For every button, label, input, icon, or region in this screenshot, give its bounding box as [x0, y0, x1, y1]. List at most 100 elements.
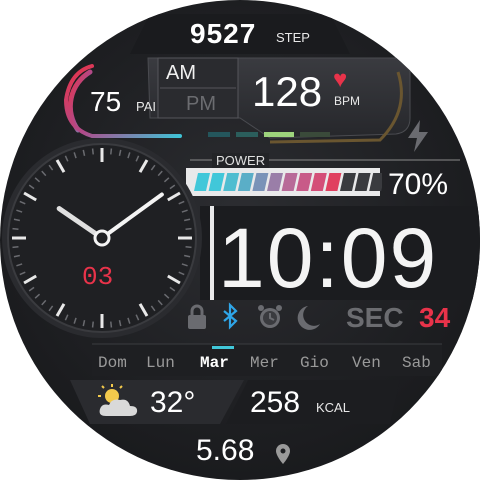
heart-rate-unit: BPM: [334, 94, 361, 108]
power-segment: [325, 173, 342, 191]
minute-tick: [178, 200, 185, 205]
battery-percent: 70%: [388, 168, 449, 201]
power-segment: [237, 173, 254, 191]
hour-tick: [167, 191, 181, 202]
power-segment: [281, 173, 298, 191]
minute-tick: [169, 184, 176, 190]
power-segment: [310, 173, 327, 191]
seconds-value: 34: [419, 302, 451, 333]
pai-unit: PAI: [136, 99, 156, 114]
minute-tick: [73, 152, 77, 159]
seconds-label: SEC: [346, 302, 404, 333]
minute-tick: [163, 177, 170, 183]
day-item: Ven: [352, 354, 381, 372]
day-item: Lun: [146, 354, 175, 372]
minute-tick: [110, 321, 113, 328]
analog-ticks: [12, 148, 192, 328]
power-segment: [208, 173, 225, 191]
minute-tick: [135, 155, 140, 162]
hand-pivot: [93, 229, 111, 247]
power-segment: [340, 173, 356, 191]
heart-icon: ♥: [333, 66, 348, 93]
minute-tick: [91, 148, 94, 155]
minute-tick: [34, 177, 41, 183]
minute-tick: [184, 254, 191, 258]
minute-tick: [41, 170, 47, 177]
minute-tick: [82, 149, 86, 156]
minute-tick: [19, 271, 26, 276]
minute-tick: [181, 263, 188, 267]
day-item: Sab: [402, 354, 431, 372]
minute-tick: [118, 149, 122, 156]
minute-tick: [73, 317, 77, 324]
lock-icon: [188, 304, 206, 329]
minute-tick: [19, 200, 26, 205]
minute-tick: [169, 286, 176, 292]
power-segment: [223, 173, 240, 191]
status-icons: [188, 302, 320, 330]
hour-tick: [138, 303, 149, 317]
minute-tick: [127, 317, 131, 324]
minute-tick: [135, 314, 140, 321]
power-segment: [267, 173, 283, 191]
heart-rate-value: 128: [252, 68, 323, 115]
bluetooth-icon: [223, 302, 238, 330]
location-pin-icon: [276, 444, 290, 464]
minute-tick: [13, 218, 20, 222]
alarm-icon: [258, 305, 282, 328]
day-item: Mer: [250, 354, 279, 372]
day-item: Gio: [300, 354, 329, 372]
hour-tick: [55, 159, 66, 173]
minute-tick: [91, 321, 94, 328]
minute-hand: [100, 192, 164, 240]
pai-value: 75: [90, 86, 122, 117]
minute-tick: [16, 263, 23, 267]
power-segment: [194, 173, 210, 191]
charging-icon: [408, 120, 428, 152]
minute-tick: [64, 314, 69, 321]
hour-tick: [138, 159, 149, 173]
moon-icon: [297, 306, 320, 330]
minute-tick: [110, 148, 113, 155]
minute-tick: [64, 155, 69, 162]
calories-unit: KCAL: [316, 400, 350, 415]
steps-value: 9527: [190, 18, 257, 49]
hour-tick: [23, 274, 37, 285]
minute-tick: [28, 286, 35, 292]
minute-tick: [48, 305, 54, 312]
minute-tick: [34, 293, 41, 299]
distance-value: 5.68: [196, 434, 255, 467]
minute-tick: [185, 246, 192, 249]
weather-temperature: 32°: [150, 386, 196, 419]
minute-tick: [163, 293, 170, 299]
power-segment: [296, 173, 313, 191]
minute-tick: [16, 209, 23, 213]
day-item-active: Mar: [200, 354, 229, 372]
minute-tick: [185, 227, 192, 230]
power-bar: [194, 173, 382, 191]
minute-tick: [184, 218, 191, 222]
power-label: POWER: [212, 153, 270, 168]
minute-tick: [13, 254, 20, 258]
calories-value: 258: [250, 386, 301, 419]
analog-date: 03: [82, 262, 114, 292]
minute-tick: [41, 299, 47, 306]
minute-tick: [82, 320, 86, 327]
minute-tick: [150, 164, 156, 171]
day-item: Dom: [98, 354, 127, 372]
minute-tick: [157, 299, 163, 306]
hour-tick: [23, 191, 37, 202]
minute-tick: [12, 227, 19, 230]
digital-time: 10:09: [218, 211, 439, 305]
minute-tick: [127, 152, 131, 159]
hour-tick: [55, 303, 66, 317]
partly-cloudy-icon: [98, 384, 138, 416]
power-segment: [354, 173, 371, 191]
minute-tick: [28, 184, 35, 190]
power-segment: [369, 173, 382, 191]
minute-tick: [12, 246, 19, 249]
am-label: AM: [166, 62, 196, 84]
power-segment: [252, 173, 269, 191]
